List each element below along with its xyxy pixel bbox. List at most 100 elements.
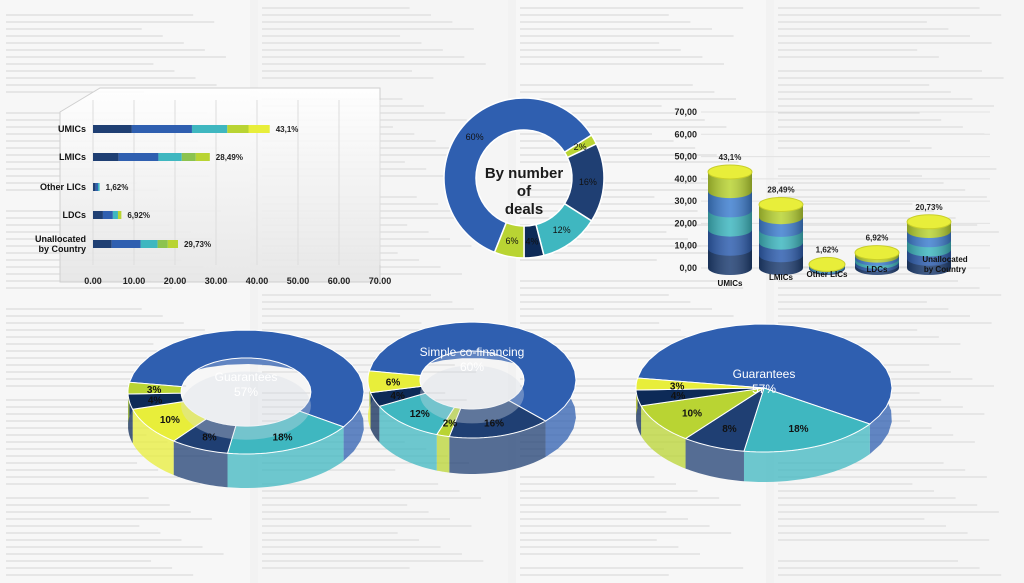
slice-label: 4% [390, 391, 405, 402]
bar-segment [181, 153, 196, 161]
slice-label: 8% [722, 424, 737, 435]
bar-segment [191, 125, 228, 133]
donut-slice [443, 97, 593, 254]
bar-segment [97, 183, 100, 191]
bar-segment [95, 183, 98, 191]
y-tick-label: 50,00 [674, 152, 697, 162]
category-label: LDCs [62, 210, 86, 220]
bar-segment [102, 211, 113, 219]
donut-slice [493, 221, 525, 259]
slice-side [743, 423, 870, 482]
x-tick-label: 70.00 [369, 276, 392, 286]
cylinder-value-label: 1,62% [816, 245, 839, 254]
slice-top [636, 323, 893, 425]
donut-slice-label: 2% [574, 142, 587, 152]
ring1-main-value: 57% [234, 385, 258, 399]
slice-label: 4% [148, 396, 163, 407]
cylinder-cap [707, 164, 753, 180]
y-tick-label: 60,00 [674, 129, 697, 139]
x-tick-label: 40.00 [246, 276, 269, 286]
slice-top [640, 387, 765, 440]
cylinder-shading [708, 171, 752, 275]
y-tick-label: 0,00 [679, 263, 697, 273]
bar-segment [93, 240, 112, 248]
pie-main-value: 57% [752, 382, 776, 396]
slice-top [367, 370, 422, 394]
x-tick-label: 0.00 [84, 276, 102, 286]
ring2-main-value: 60% [460, 360, 484, 374]
bar-segment [93, 125, 132, 133]
pie-chart-3d: Guarantees 57% 18% 8% 10% 4%3% [635, 323, 893, 482]
category-label: LDCs [867, 265, 888, 274]
x-tick-label: 10.00 [123, 276, 146, 286]
slice-side [379, 406, 437, 471]
slice-label: 4% [671, 391, 686, 402]
y-tick-label: 40,00 [674, 174, 697, 184]
slice-label: 18% [273, 432, 293, 443]
bar-segment [117, 211, 122, 219]
bar-value-label: 28,49% [216, 153, 243, 162]
x-tick-label: 30.00 [205, 276, 228, 286]
category-label: UMICs [718, 279, 743, 288]
slice-label: 3% [147, 385, 162, 396]
ring-chart-simple-cofinancing: Simple co-financing 60% 16% 2% 12% 4% 6% [367, 321, 577, 474]
bar-segment [112, 211, 118, 219]
y-tick-label: 10,00 [674, 241, 697, 251]
cylinder-value-label: 20,73% [915, 203, 942, 212]
category-label: Other LICs [40, 182, 86, 192]
cylinder-value-label: 6,92% [866, 234, 889, 243]
cylinder-value-label: 43,1% [719, 153, 742, 162]
bar-segment [93, 211, 103, 219]
donut-center-line-3: deals [505, 201, 543, 218]
donut-slice-label: 16% [579, 177, 597, 187]
bar-value-label: 6,92% [127, 211, 150, 220]
bar-value-label: 1,62% [106, 183, 129, 192]
slice-side [132, 409, 174, 475]
ring1-main-label: Guarantees [215, 370, 278, 384]
cylinder-cap [758, 197, 804, 213]
cylinder-cap [906, 214, 952, 230]
donut-slice-label: 12% [553, 225, 571, 235]
slice-label: 10% [160, 415, 180, 426]
category-label: Other LICs [807, 270, 848, 279]
donut-chart: 60% 2% 16% 12% 4% 6% By number of deals [443, 97, 605, 259]
slice-side [173, 440, 228, 488]
cylinder-shading [907, 221, 951, 275]
bar-segment [157, 240, 168, 248]
slice-label: 3% [670, 381, 685, 392]
y-tick-label: 70,00 [674, 107, 697, 117]
slice-label: 12% [410, 409, 430, 420]
bar-value-label: 43,1% [276, 125, 299, 134]
ring2-main-label: Simple co-financing [420, 345, 525, 359]
slice-label: 16% [484, 418, 504, 429]
slice-label: 2% [443, 418, 458, 429]
cylinder-shading [759, 204, 803, 275]
category-label: LMICs [769, 273, 794, 282]
slice-top [684, 386, 765, 452]
slice-label: 18% [789, 424, 809, 435]
slice-top [635, 377, 765, 391]
category-label: Unallocated [922, 255, 967, 264]
category-label: LMICs [59, 152, 86, 162]
bar-segment [111, 240, 141, 248]
category-label: Unallocated [35, 234, 86, 244]
ring-hole [181, 371, 311, 440]
donut-center-line-1: By number [485, 165, 564, 182]
category-label: by Country [924, 265, 967, 274]
donut-slice-label: 4% [526, 236, 539, 246]
slice-top [743, 387, 871, 453]
cylinder-cap [854, 245, 900, 261]
category-label: by Country [38, 244, 86, 254]
slice-top [127, 381, 183, 395]
donut-slice-label: 60% [466, 132, 484, 142]
donut-center-line-2: of [517, 183, 532, 200]
pie-main-label: Guarantees [733, 367, 796, 381]
slice-side [641, 405, 686, 469]
slice-side [227, 426, 344, 488]
bar-segment [167, 240, 178, 248]
slice-top [635, 387, 765, 407]
x-tick-label: 50.00 [287, 276, 310, 286]
bar-segment [227, 125, 249, 133]
